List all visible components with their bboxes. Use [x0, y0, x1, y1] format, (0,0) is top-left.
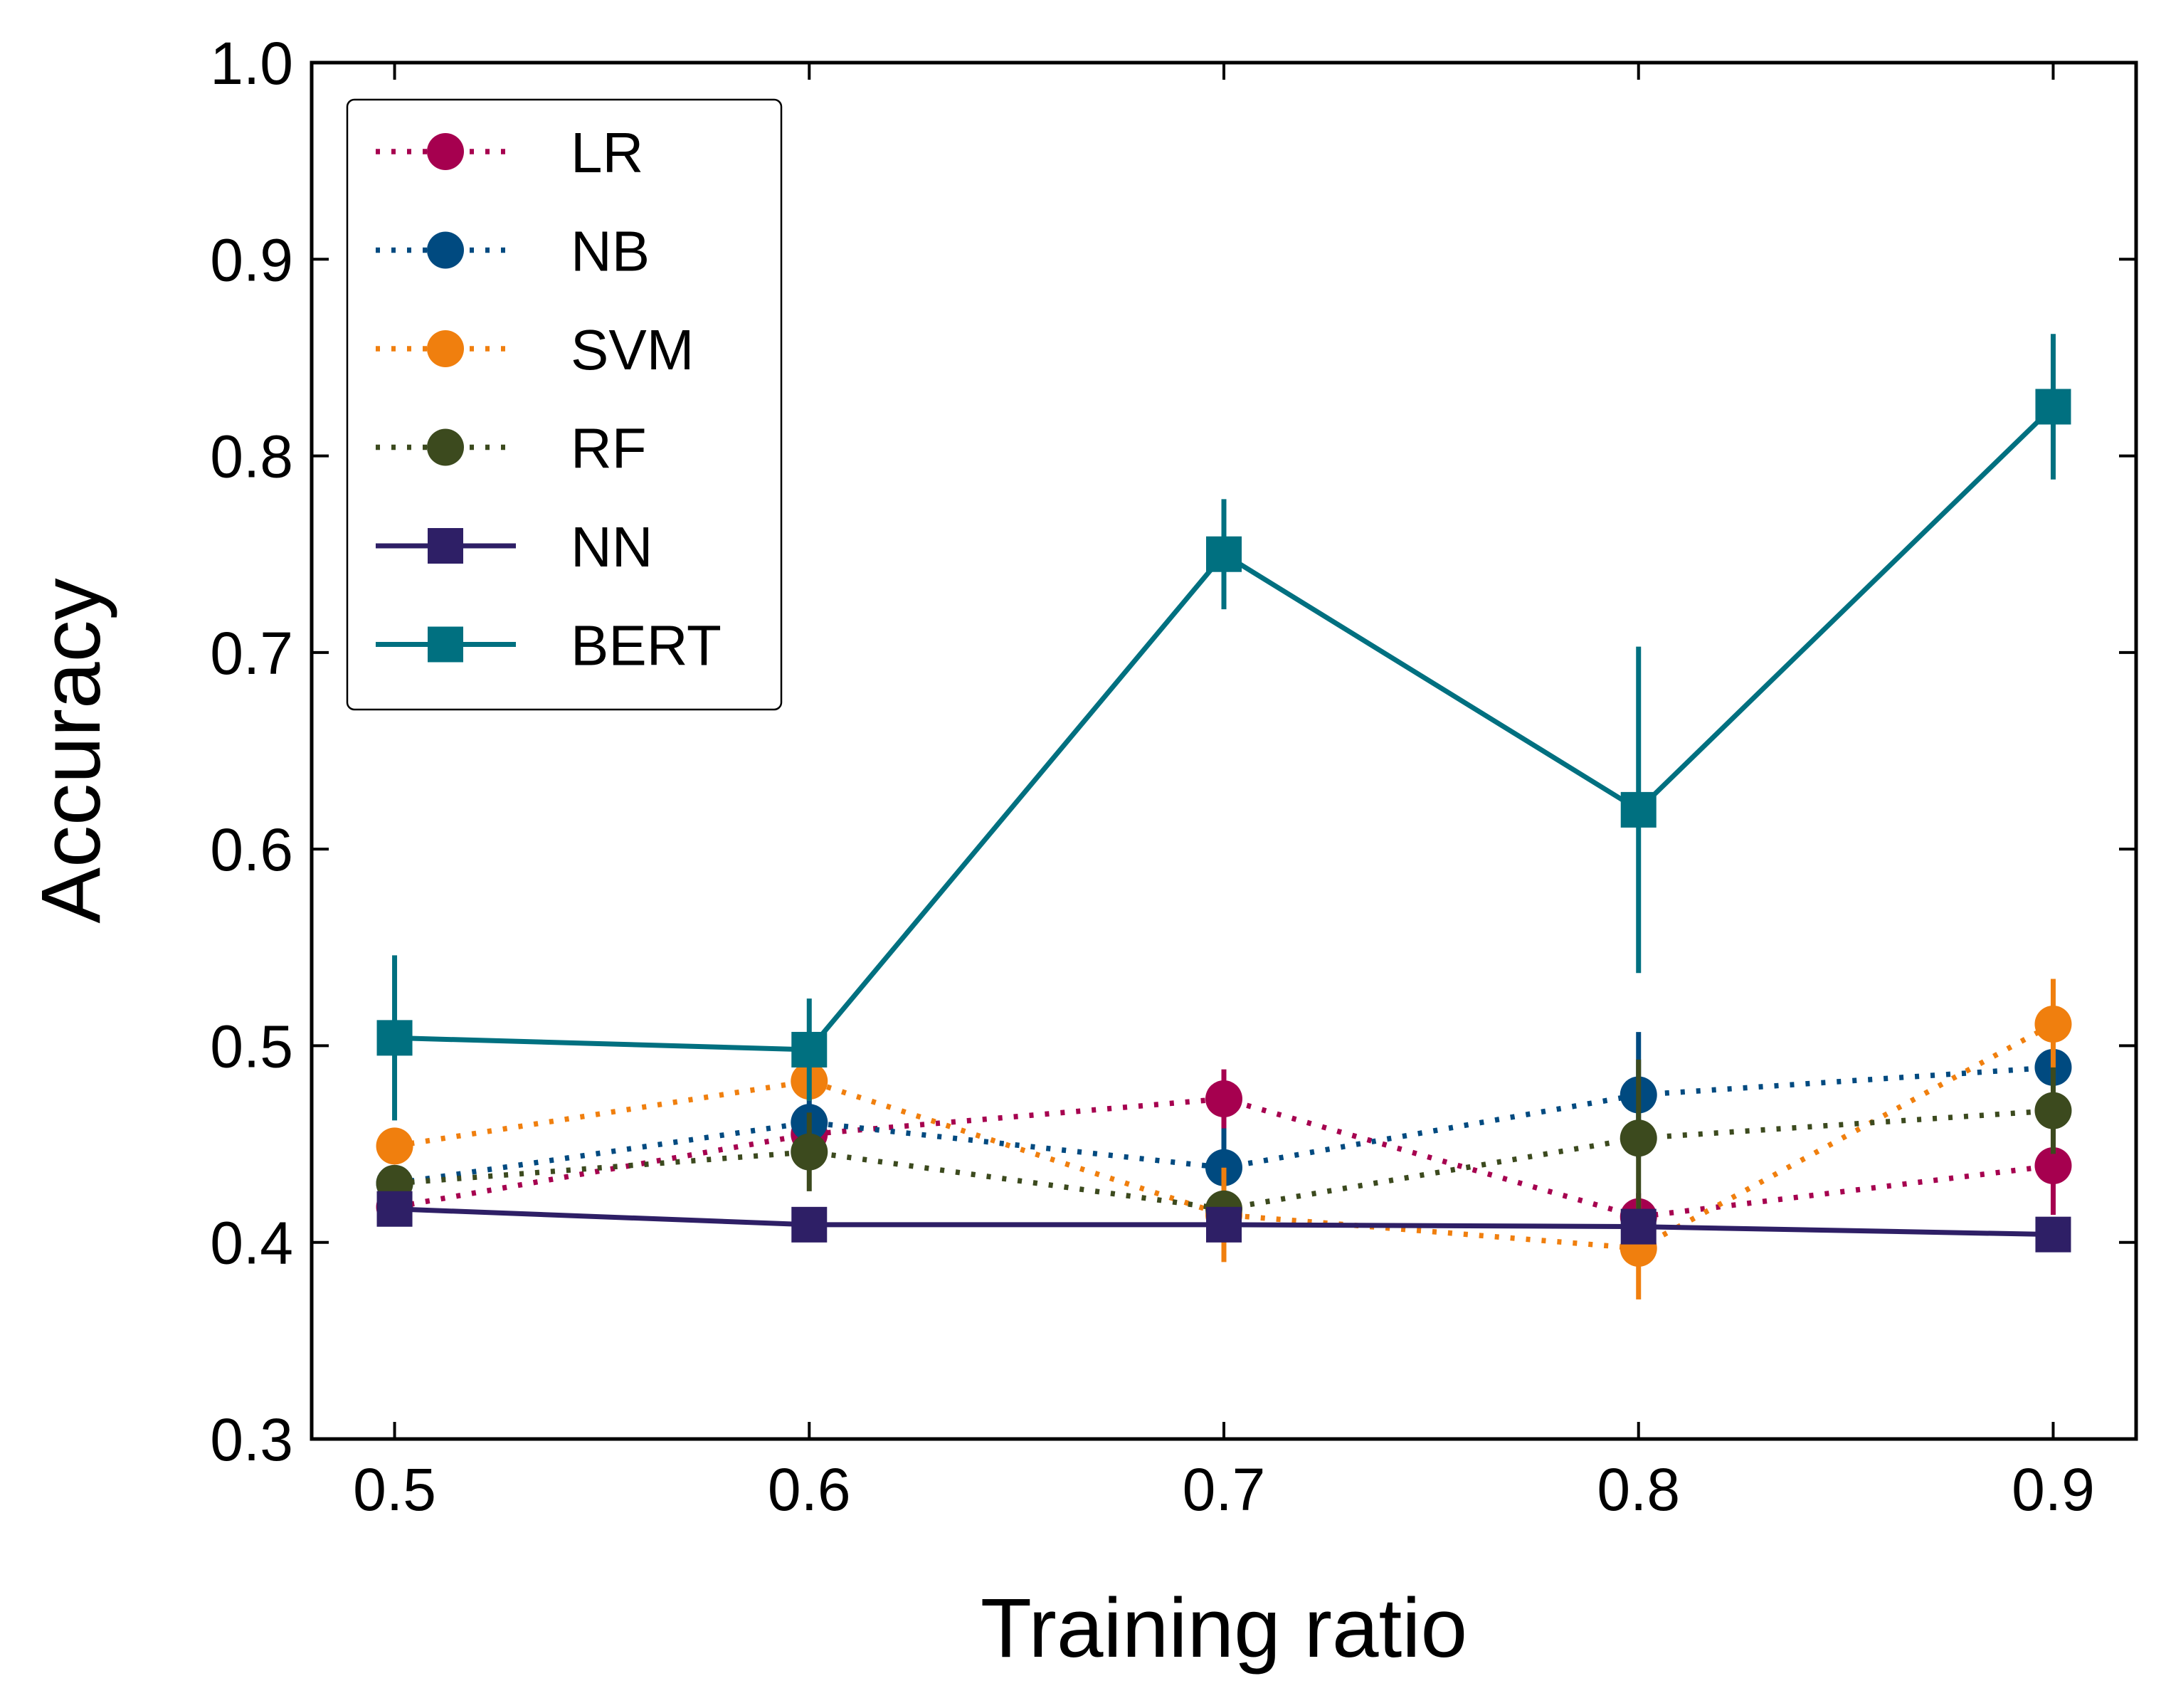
x-axis-title: Training ratio — [981, 1581, 1467, 1675]
data-point — [1206, 1206, 1242, 1243]
legend-item-nn: NN — [376, 515, 653, 579]
legend-item-rf: RF — [376, 417, 647, 480]
legend-swatch-marker — [427, 231, 464, 269]
legend-item-nb: NB — [376, 220, 650, 283]
data-point — [1620, 1208, 1657, 1245]
legend-swatch-marker — [427, 428, 464, 466]
y-axis-title: Accuracy — [24, 578, 118, 923]
data-point — [791, 1133, 828, 1171]
data-point — [1206, 536, 1242, 572]
tick-layer: 0.5 0.6 0.7 0.8 0.9 0.3 0.4 0.5 0.6 0.7 0.8 0.9 1.0 — [210, 30, 2136, 1523]
legend-label: NB — [571, 220, 650, 283]
y-tick-label: 0.8 — [210, 423, 293, 490]
series-line — [394, 1107, 2054, 1212]
x-tick-label: 0.8 — [1597, 1456, 1680, 1523]
y-tick-label: 0.3 — [210, 1406, 293, 1473]
data-point — [791, 1031, 828, 1068]
y-tick-label: 0.5 — [210, 1013, 293, 1080]
legend-swatch-marker — [427, 330, 464, 367]
data-point — [2034, 1092, 2072, 1129]
y-tick-label: 0.9 — [210, 226, 293, 293]
data-point — [2035, 389, 2071, 425]
legend-label: BERT — [571, 614, 722, 678]
legend-label: LR — [571, 121, 643, 184]
data-point — [376, 1191, 413, 1227]
y-tick-label: 1.0 — [210, 30, 293, 97]
series-line — [394, 1065, 2054, 1186]
legend-label: RF — [571, 417, 647, 480]
y-tick-label: 0.6 — [210, 816, 293, 883]
legend: LR NB SVM RF NN BERT — [346, 98, 783, 711]
data-point — [791, 1206, 828, 1243]
legend-item-svm: SVM — [376, 318, 694, 381]
data-point — [1205, 1080, 1242, 1118]
data-point — [1620, 1119, 1657, 1157]
legend-label: SVM — [571, 318, 694, 381]
plot-frame — [310, 60, 2138, 1441]
data-point — [2034, 1146, 2072, 1184]
legend-item-bert: BERT — [376, 614, 722, 678]
data-point — [376, 1127, 413, 1165]
legend-item-lr: LR — [376, 121, 643, 184]
series-layer — [376, 334, 2072, 1300]
series-nn — [376, 1191, 2071, 1253]
x-tick-label: 0.9 — [2012, 1456, 2095, 1523]
data-point — [2034, 1006, 2072, 1043]
data-point — [376, 1020, 413, 1056]
y-tick-label: 0.7 — [210, 620, 293, 687]
x-tick-label: 0.5 — [353, 1456, 436, 1523]
series-line — [393, 1021, 2055, 1251]
legend-swatch-marker — [428, 528, 463, 564]
x-tick-label: 0.6 — [768, 1456, 851, 1523]
legend-label: NN — [571, 515, 653, 579]
data-point — [2035, 1216, 2071, 1253]
y-tick-label: 0.4 — [210, 1210, 293, 1277]
data-point — [1620, 791, 1657, 828]
series-bert — [376, 334, 2071, 1121]
legend-swatch-marker — [427, 133, 464, 170]
x-tick-label: 0.7 — [1183, 1456, 1266, 1523]
legend-swatch-marker — [428, 626, 463, 663]
